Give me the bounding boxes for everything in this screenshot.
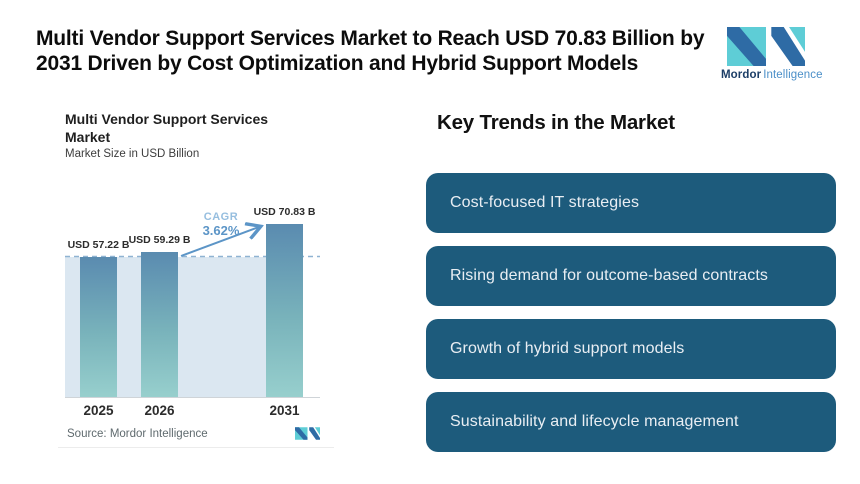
bar-2031 [266,224,303,397]
mordor-intelligence-logo: Mordor Intelligence [721,27,825,81]
bar-value-label: USD 57.22 B [67,239,130,251]
x-axis-label: 2031 [269,403,300,418]
trend-pill: Sustainability and lifecycle management [426,392,836,452]
cagr-arrow [180,227,259,257]
x-axis-label: 2025 [83,403,114,418]
logo-text-light: Intelligence [763,69,823,81]
chart-title-line1: Multi Vendor Support Services [65,111,269,127]
trends-list: Cost-focused IT strategies Rising demand… [426,173,836,465]
trend-pill: Growth of hybrid support models [426,319,836,379]
mordor-logo-mini-icon [295,427,320,440]
mordor-logo-icon [727,27,805,66]
bar-value-label: USD 70.83 B [253,206,316,218]
source-text: Source: Mordor Intelligence [67,427,208,440]
bar-2025 [80,257,117,397]
trends-heading: Key Trends in the Market [437,111,675,134]
plot-area: CAGR 3.62% USD 57.22 B 2025 USD 59.29 B 202… [65,200,320,418]
page-title: Multi Vendor Support Services Market to … [36,27,705,75]
bar-2026 [141,252,178,397]
chart-subtitle: Market Size in USD Billion [65,148,200,160]
logo-text-bold: Mordor [721,69,762,81]
trend-pill: Rising demand for outcome-based contract… [426,246,836,306]
x-axis-label: 2026 [144,403,175,418]
cagr-value: 3.62% [202,223,240,238]
chart-title: Multi Vendor Support Services Market [65,110,285,146]
mordor-logo-wordmark: Mordor Intelligence [721,69,825,81]
cagr-label: CAGR [203,211,239,223]
source-row: Source: Mordor Intelligence [67,427,320,440]
card-divider [58,447,334,448]
bar-value-label: USD 59.29 B [128,234,191,246]
x-axis-line [65,397,320,398]
chart-title-line2: Market [65,129,111,145]
trend-pill: Cost-focused IT strategies [426,173,836,233]
cagr-annotation: CAGR 3.62% [189,211,253,238]
